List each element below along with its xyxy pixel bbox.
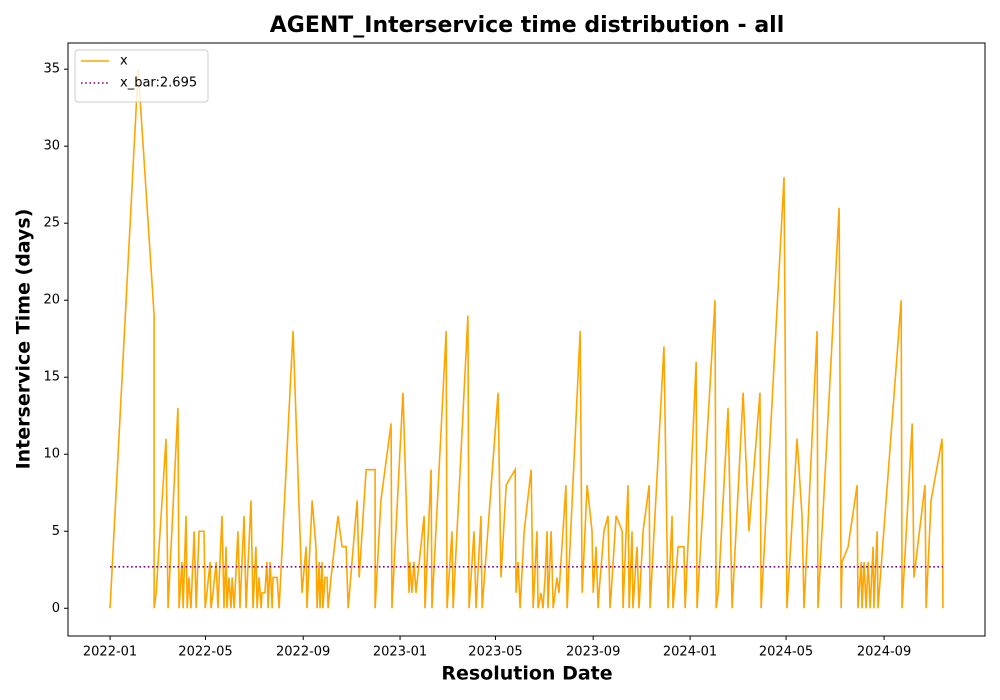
y-tick-label: 15 [43,370,60,385]
y-axis-label: Interservice Time (days) [13,209,35,470]
x-tick-label: 2022-09 [276,645,330,660]
y-tick-label: 25 [43,216,60,231]
y-tick-label: 20 [43,293,60,308]
y-tick-label: 5 [52,524,60,539]
y-tick-label: 35 [43,62,60,77]
chart-title: AGENT_Interservice time distribution - a… [270,13,785,38]
series-line [109,69,944,609]
plot-frame [67,42,986,637]
y-tick-label: 0 [52,601,60,616]
legend-label: x [120,54,128,69]
x-tick-label: 2024-01 [663,645,717,660]
legend-box [74,49,209,103]
x-tick-label: 2024-05 [759,645,813,660]
legend-label: x_bar:2.695 [120,76,197,91]
x-axis-label: Resolution Date [441,663,612,685]
x-tick-label: 2023-01 [373,645,427,660]
x-tick-label: 2023-09 [566,645,620,660]
x-tick-label: 2024-09 [857,645,911,660]
y-tick-label: 10 [43,447,60,462]
x-tick-label: 2022-05 [178,645,232,660]
y-tick-label: 30 [43,139,60,154]
x-tick-label: 2023-05 [468,645,522,660]
x-tick-label: 2022-01 [83,645,137,660]
